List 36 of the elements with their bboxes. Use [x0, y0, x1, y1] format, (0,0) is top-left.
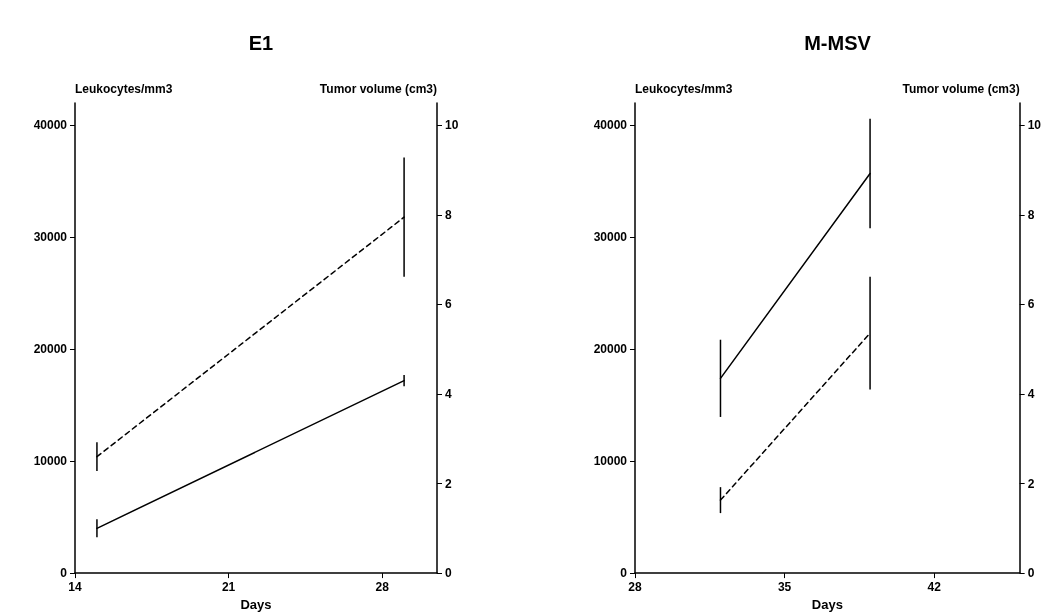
y-axis-title: Leukocytes/mm3 [635, 82, 733, 96]
y-axis-title: Leukocytes/mm3 [75, 82, 173, 96]
y2-tick-label: 2 [1027, 476, 1035, 491]
x-axis-title: Days [240, 597, 272, 612]
y2-tick-label: 6 [445, 297, 452, 312]
y2-tick-label: 2 [445, 476, 452, 491]
x-tick-label: 28 [628, 580, 642, 595]
x-tick-label: 14 [68, 580, 82, 595]
y-tick-label: 40000 [593, 118, 628, 133]
y2-tick-label: 4 [1027, 387, 1035, 402]
y-tick-label: 20000 [33, 342, 68, 357]
y-tick-label: 40000 [33, 118, 68, 133]
y2-axis-title: Tumor volume (cm3) [319, 82, 437, 96]
y2-tick-label: 6 [1027, 297, 1035, 312]
y-tick-label: 30000 [33, 230, 68, 245]
x-tick-label: 21 [221, 580, 236, 595]
y2-tick-label: 0 [1027, 566, 1035, 581]
y-tick-label: 0 [620, 566, 628, 581]
y2-axis-title: Tumor volume (cm3) [902, 82, 1020, 96]
y2-tick-label: 4 [445, 387, 452, 402]
x-tick-label: 28 [375, 580, 390, 595]
x-axis-title: Days [811, 597, 843, 612]
y2-tick-label: 8 [1027, 207, 1035, 222]
y-tick-label: 10000 [33, 454, 68, 469]
y-tick-label: 10000 [593, 454, 628, 469]
chart-title: E1 [248, 32, 274, 54]
y2-tick-label: 0 [445, 566, 452, 581]
y-tick-label: 30000 [593, 230, 628, 245]
y2-tick-label: 10 [1027, 118, 1042, 133]
y-tick-label: 20000 [593, 342, 628, 357]
x-tick-label: 35 [777, 580, 792, 595]
chart-title: M-MSV [804, 32, 872, 54]
y2-tick-label: 8 [445, 207, 452, 222]
y-tick-label: 0 [60, 566, 68, 581]
y2-tick-label: 10 [445, 118, 459, 133]
x-tick-label: 42 [927, 580, 942, 595]
